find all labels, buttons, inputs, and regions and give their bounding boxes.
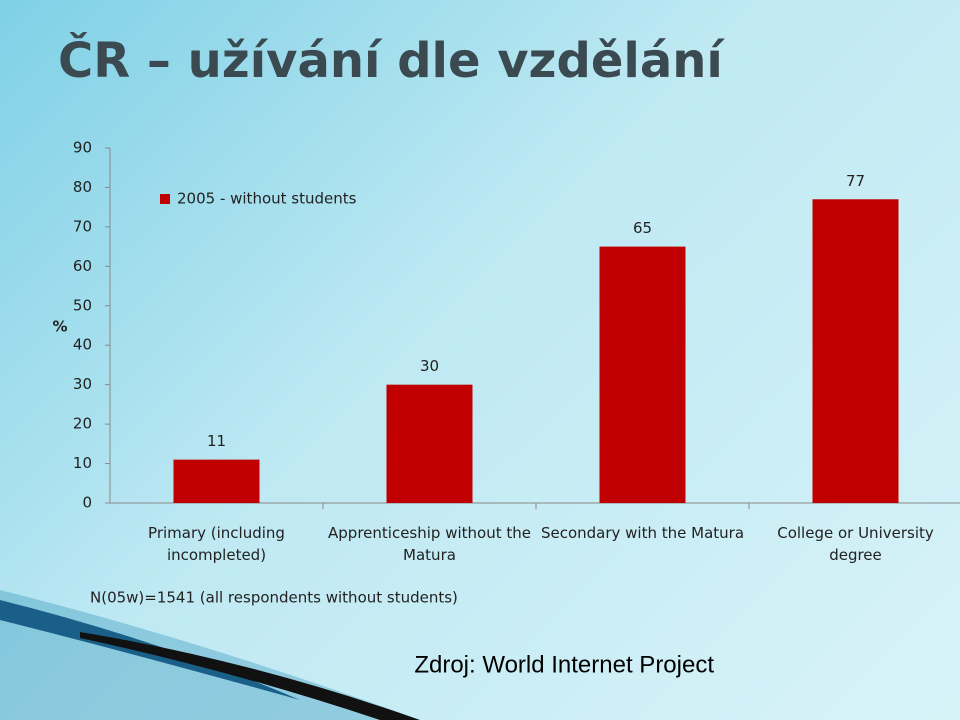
x-tick-label: Apprenticeship without the Matura: [328, 524, 531, 564]
y-tick-label: 70: [73, 217, 92, 235]
chart-title: ČR – užívání dle vzdělání: [58, 32, 725, 89]
y-tick-label: 90: [73, 139, 92, 157]
y-tick-label: 40: [73, 336, 92, 354]
y-tick-label: 20: [73, 415, 92, 433]
legend-label: 2005 - without students: [177, 190, 357, 208]
legend-swatch: [160, 194, 170, 204]
bar: [173, 459, 260, 503]
data-label: 30: [420, 357, 439, 375]
bar: [386, 384, 473, 503]
x-tick-label: College or University degree: [777, 524, 934, 564]
y-tick-label: 60: [73, 257, 92, 275]
decor-swoosh: [80, 632, 420, 720]
y-tick-label: 0: [82, 494, 92, 512]
note: N(05w)=1541 (all respondents without stu…: [90, 589, 458, 607]
x-tick-label: Secondary with the Matura: [540, 524, 745, 542]
y-tick-label: 30: [73, 375, 92, 393]
y-axis-label: %: [52, 318, 67, 336]
data-label: 77: [846, 172, 865, 190]
data-label: 11: [207, 432, 226, 450]
y-tick-label: 10: [73, 454, 92, 472]
source: Zdroj: World Internet Project: [414, 651, 714, 678]
bar: [599, 246, 686, 503]
bar: [812, 199, 899, 503]
y-tick-label: 80: [73, 178, 92, 196]
x-tick-label: Primary (including incompleted): [148, 524, 285, 564]
y-tick-label: 50: [73, 296, 92, 314]
data-label: 65: [633, 219, 652, 237]
